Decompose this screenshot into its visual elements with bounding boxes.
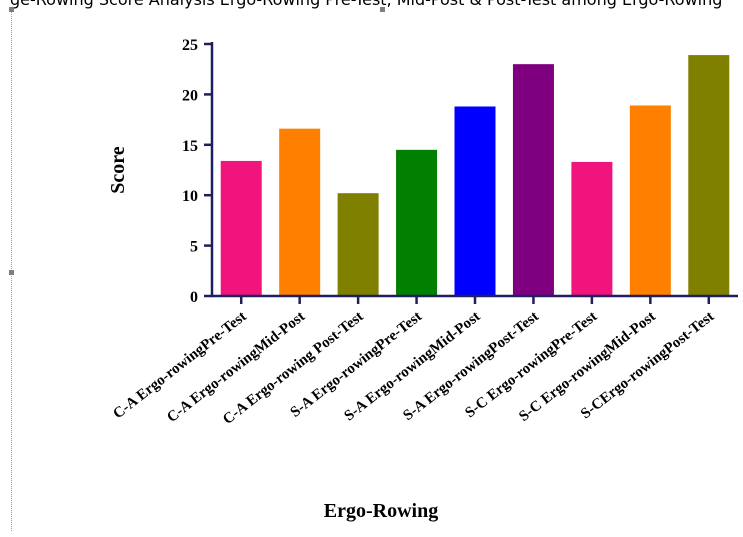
bar-2	[279, 128, 321, 296]
y-tick-label-20: 20	[182, 87, 198, 104]
bar-7	[571, 161, 613, 296]
bar-4	[396, 149, 438, 296]
y-tick-label-10: 10	[182, 188, 198, 205]
y-tick-label-15: 15	[182, 138, 198, 155]
y-tick-label-0: 0	[190, 289, 198, 306]
bar-8	[629, 105, 671, 296]
resize-handle-middle-left[interactable]	[9, 270, 14, 275]
resize-handle-top-left[interactable]	[9, 7, 14, 12]
bar-3	[337, 193, 379, 296]
bar-9	[688, 55, 730, 297]
y-tick-label-5: 5	[190, 239, 198, 256]
x-axis-title: Ergo-Rowing	[324, 500, 438, 522]
bar-1	[220, 160, 262, 296]
bar-5	[454, 106, 496, 296]
y-axis-title: Score	[107, 146, 129, 194]
bar-6	[512, 64, 554, 296]
resize-handle-top-middle[interactable]	[380, 7, 385, 12]
y-tick-label-25: 25	[182, 37, 198, 54]
caption-fragment: ge-Rowing Score Analysis Ergo-Rowing Pre…	[10, 0, 743, 9]
